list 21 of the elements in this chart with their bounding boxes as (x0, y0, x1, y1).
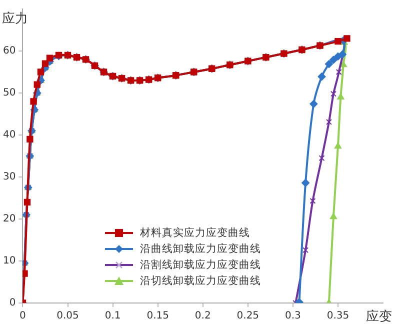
x-tick-label: 0.2 (194, 310, 211, 322)
x-tick-label: 0.05 (56, 310, 79, 322)
x-tick-label: 0.15 (146, 310, 169, 322)
x-axis-title: 应变 (366, 308, 392, 324)
x-tick-label: 0 (20, 310, 26, 322)
legend-label: 沿曲线卸载应力应变曲线 (140, 242, 261, 257)
y-axis-title: 应力 (2, 10, 28, 26)
y-tick-label: 0 (9, 298, 16, 309)
y-tick-label: 30 (2, 172, 16, 183)
x-tick-label: 0.25 (236, 310, 260, 322)
y-tick-label: 50 (2, 88, 16, 99)
legend-label: 材料真实应力应变曲线 (140, 226, 250, 241)
legend-label: 沿割线卸载应力应变曲线 (140, 258, 261, 273)
y-tick-label: 40 (2, 130, 16, 141)
y-tick-label: 10 (2, 256, 16, 267)
x-tick-label: 0.1 (104, 310, 121, 322)
legend-label: 沿切线卸载应力应变曲线 (140, 274, 261, 289)
x-tick-label: 0.3 (284, 310, 301, 322)
x-tick-label: 0.35 (326, 310, 350, 322)
y-tick-label: 60 (2, 46, 16, 57)
y-tick-label: 20 (2, 214, 16, 225)
